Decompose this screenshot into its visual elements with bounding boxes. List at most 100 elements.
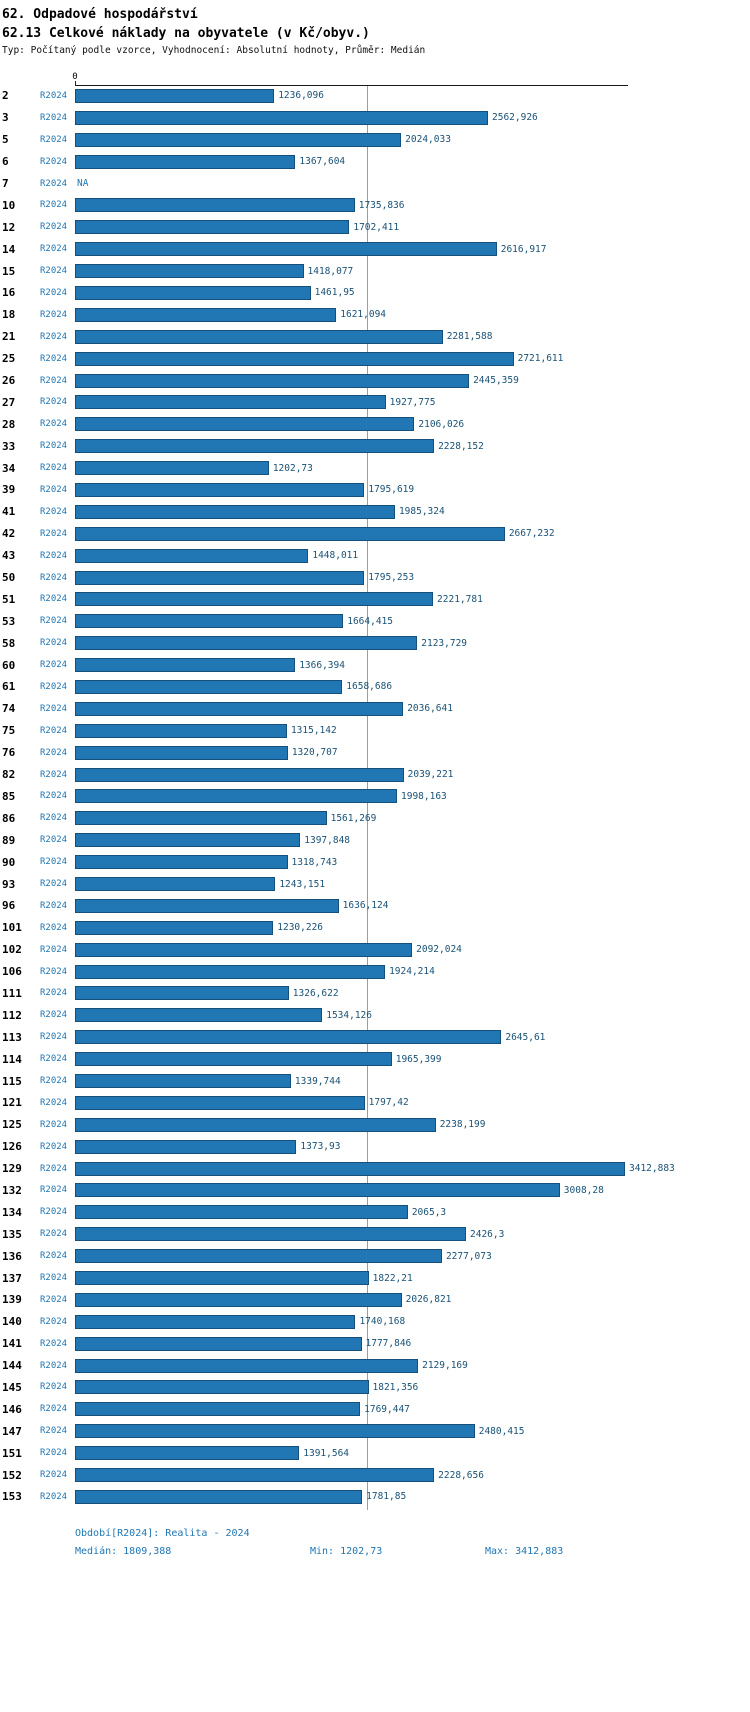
value-bar[interactable]: [75, 548, 309, 563]
value-bar[interactable]: [75, 679, 343, 694]
bar-area: 2123,729: [75, 632, 750, 654]
value-bar[interactable]: [75, 1095, 365, 1110]
bar-area: 1777,846: [75, 1333, 750, 1355]
chart-row: 2 R2024 1236,096: [0, 85, 750, 107]
row-series-label: R2024: [40, 419, 68, 430]
value-label: 1315,142: [290, 725, 337, 737]
row-series-label: R2024: [40, 550, 68, 561]
value-bar[interactable]: [75, 1358, 419, 1373]
value-label: 2645,61: [505, 1031, 546, 1043]
value-bar[interactable]: [75, 723, 287, 738]
value-bar[interactable]: [75, 658, 296, 673]
value-bar[interactable]: [75, 329, 443, 344]
value-bar[interactable]: [75, 1314, 356, 1329]
value-bar[interactable]: [75, 1074, 291, 1089]
chart-row: 106 R2024 1924,214: [0, 961, 750, 983]
value-bar[interactable]: [75, 482, 365, 497]
value-bar[interactable]: [75, 526, 505, 541]
value-bar[interactable]: [75, 220, 350, 235]
chart-row: 151 R2024 1391,564: [0, 1442, 750, 1464]
row-id: 42: [2, 527, 16, 541]
value-bar[interactable]: [75, 855, 288, 870]
value-bar[interactable]: [75, 614, 344, 629]
bar-area: 2480,415: [75, 1420, 750, 1442]
value-bar[interactable]: [75, 504, 395, 519]
value-bar[interactable]: [75, 592, 434, 607]
value-bar[interactable]: [75, 986, 289, 1001]
value-bar[interactable]: [75, 701, 404, 716]
value-bar[interactable]: [75, 1161, 625, 1176]
value-bar[interactable]: [75, 1402, 361, 1417]
row-id: 14: [2, 242, 16, 256]
value-bar[interactable]: [75, 811, 327, 826]
chart-row: 93 R2024 1243,151: [0, 873, 750, 895]
value-label: 2426,3: [470, 1228, 505, 1240]
value-bar[interactable]: [75, 1380, 369, 1395]
value-bar[interactable]: [75, 636, 418, 651]
value-bar[interactable]: [75, 285, 311, 300]
value-bar[interactable]: [75, 920, 274, 935]
value-bar[interactable]: [75, 877, 276, 891]
value-label: 2106,026: [418, 418, 465, 430]
value-bar[interactable]: [75, 242, 497, 257]
bar-area: 1339,744: [75, 1070, 750, 1092]
value-label: 1534,126: [326, 1009, 372, 1021]
chart-row: 26 R2024 2445,359: [0, 370, 750, 392]
row-series-label: R2024: [40, 922, 68, 933]
value-label: 2445,359: [473, 375, 519, 387]
row-series-label: R2024: [40, 944, 68, 955]
bar-area: 3008,28: [75, 1180, 750, 1202]
value-label: 2024,033: [405, 134, 451, 146]
value-bar[interactable]: [75, 964, 386, 979]
value-bar[interactable]: [75, 417, 415, 432]
row-id: 111: [2, 986, 22, 1000]
value-bar[interactable]: [75, 789, 397, 804]
value-label: 2562,926: [492, 112, 538, 124]
row-id: 25: [2, 352, 16, 366]
value-bar[interactable]: [75, 1446, 300, 1461]
value-bar[interactable]: [75, 1468, 435, 1483]
value-label: 1985,324: [398, 506, 445, 518]
value-bar[interactable]: [75, 1117, 436, 1132]
value-bar[interactable]: [75, 745, 288, 760]
row-id: 126: [2, 1140, 22, 1154]
value-bar[interactable]: [75, 1139, 297, 1154]
value-bar[interactable]: [75, 1183, 560, 1198]
value-bar[interactable]: [75, 395, 386, 410]
value-bar[interactable]: [75, 1292, 402, 1307]
value-bar[interactable]: [75, 154, 296, 169]
row-id: 34: [2, 461, 16, 475]
value-bar[interactable]: [75, 198, 355, 213]
value-bar[interactable]: [75, 373, 470, 388]
value-bar[interactable]: [75, 1489, 363, 1504]
value-bar[interactable]: [75, 898, 339, 913]
value-bar[interactable]: [75, 1008, 323, 1023]
value-bar[interactable]: [75, 351, 514, 366]
value-bar[interactable]: [75, 1249, 442, 1264]
chart-row: 34 R2024 1202,73: [0, 457, 750, 479]
value-bar[interactable]: [75, 1271, 369, 1286]
value-bar[interactable]: [75, 1030, 502, 1045]
row-id: 3: [2, 111, 9, 125]
value-bar[interactable]: [75, 1336, 362, 1351]
value-bar[interactable]: [75, 439, 435, 454]
value-bar[interactable]: [75, 132, 402, 147]
value-bar[interactable]: [75, 570, 365, 585]
value-bar[interactable]: [75, 1205, 408, 1220]
row-series-label: R2024: [40, 112, 68, 123]
value-bar[interactable]: [75, 110, 489, 125]
value-bar[interactable]: [75, 1424, 475, 1439]
row-id: 74: [2, 702, 16, 716]
value-bar[interactable]: [75, 1227, 466, 1242]
value-bar[interactable]: [75, 942, 413, 957]
bar-area: 1320,707: [75, 742, 750, 764]
value-bar[interactable]: [75, 1052, 392, 1067]
value-bar[interactable]: [75, 88, 275, 103]
value-bar[interactable]: [75, 833, 301, 848]
row-id: 151: [2, 1446, 22, 1460]
row-series-label: R2024: [40, 660, 68, 671]
value-bar[interactable]: [75, 307, 337, 322]
value-bar[interactable]: [75, 461, 269, 476]
value-bar[interactable]: [75, 264, 304, 279]
value-bar[interactable]: [75, 767, 404, 782]
